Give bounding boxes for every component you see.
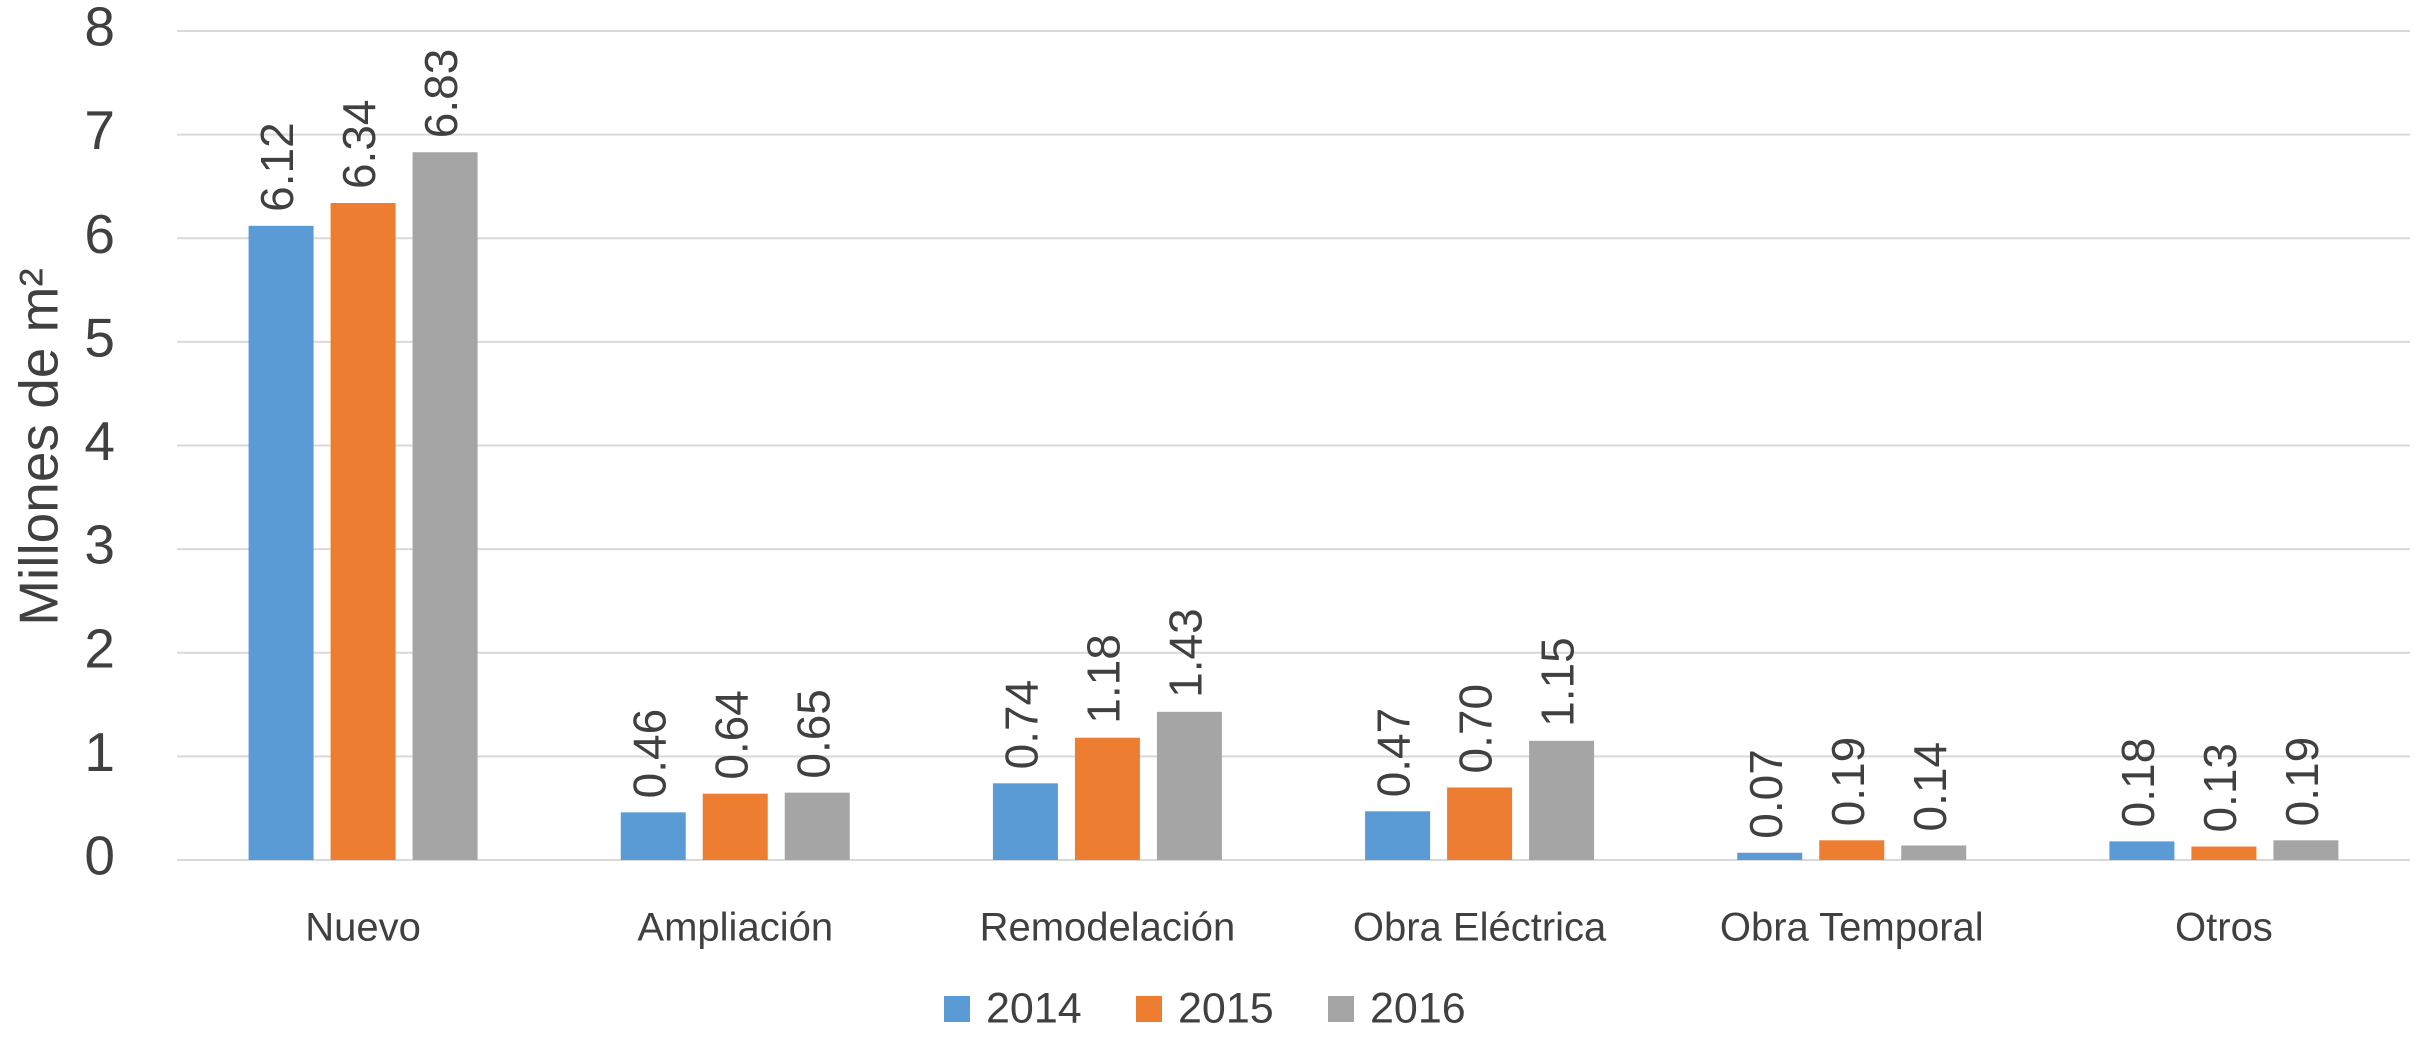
bar [702,793,768,860]
bar [2109,841,2175,860]
value-label: 0.46 [623,709,675,799]
value-label: 0.19 [2276,737,2328,827]
bar [992,783,1058,860]
bar [1529,740,1595,860]
y-tick-label: 5 [84,306,115,368]
x-tick-label: Ampliación [637,906,833,950]
x-tick-label: Remodelación [980,906,1236,950]
y-tick-label: 0 [84,825,115,887]
y-axis-title: Millones de m² [8,268,70,626]
value-label: 1.15 [1532,637,1584,727]
y-tick-label: 3 [84,514,115,576]
value-label: 0.14 [1904,742,1956,832]
value-label: 0.13 [2194,743,2246,833]
bar [1447,787,1513,860]
x-tick-label: Nuevo [305,906,421,950]
value-label: 0.18 [2112,738,2164,828]
legend-swatch [944,996,970,1022]
legend-label: 2016 [1370,984,1466,1032]
bar [412,152,478,860]
legend-label: 2014 [986,984,1082,1032]
value-label: 0.07 [1740,749,1792,839]
x-tick-label: Obra Eléctrica [1353,906,1607,950]
value-label: 0.19 [1822,737,1874,827]
value-label: 6.12 [251,122,303,212]
value-label: 1.18 [1078,634,1130,724]
value-label: 0.65 [787,689,839,779]
bar [1737,852,1803,860]
bar [2191,846,2257,860]
bar [248,225,314,860]
legend-swatch [1136,996,1162,1022]
bar [784,792,850,860]
value-label: 0.64 [705,690,757,780]
x-tick-label: Otros [2175,906,2273,950]
y-tick-label: 2 [84,617,115,679]
bar [1074,737,1140,860]
value-label: 6.83 [415,49,467,139]
y-tick-label: 7 [84,99,115,161]
y-tick-label: 4 [84,410,115,472]
value-label: 0.70 [1450,684,1502,774]
bar [2273,840,2339,860]
bar [620,812,686,860]
bar [1819,840,1885,860]
x-tick-label: Obra Temporal [1720,906,1984,950]
legend-swatch [1328,996,1354,1022]
bar [1156,711,1222,860]
legend-label: 2015 [1178,984,1274,1032]
y-tick-label: 6 [84,203,115,265]
value-label: 6.34 [333,99,385,189]
value-label: 0.74 [996,680,1048,770]
bar [1901,845,1967,860]
bar [1365,811,1431,860]
value-label: 1.43 [1160,608,1212,698]
y-tick-label: 8 [84,0,115,58]
y-tick-label: 1 [84,721,115,783]
value-label: 0.47 [1368,708,1420,798]
bar [330,203,396,860]
